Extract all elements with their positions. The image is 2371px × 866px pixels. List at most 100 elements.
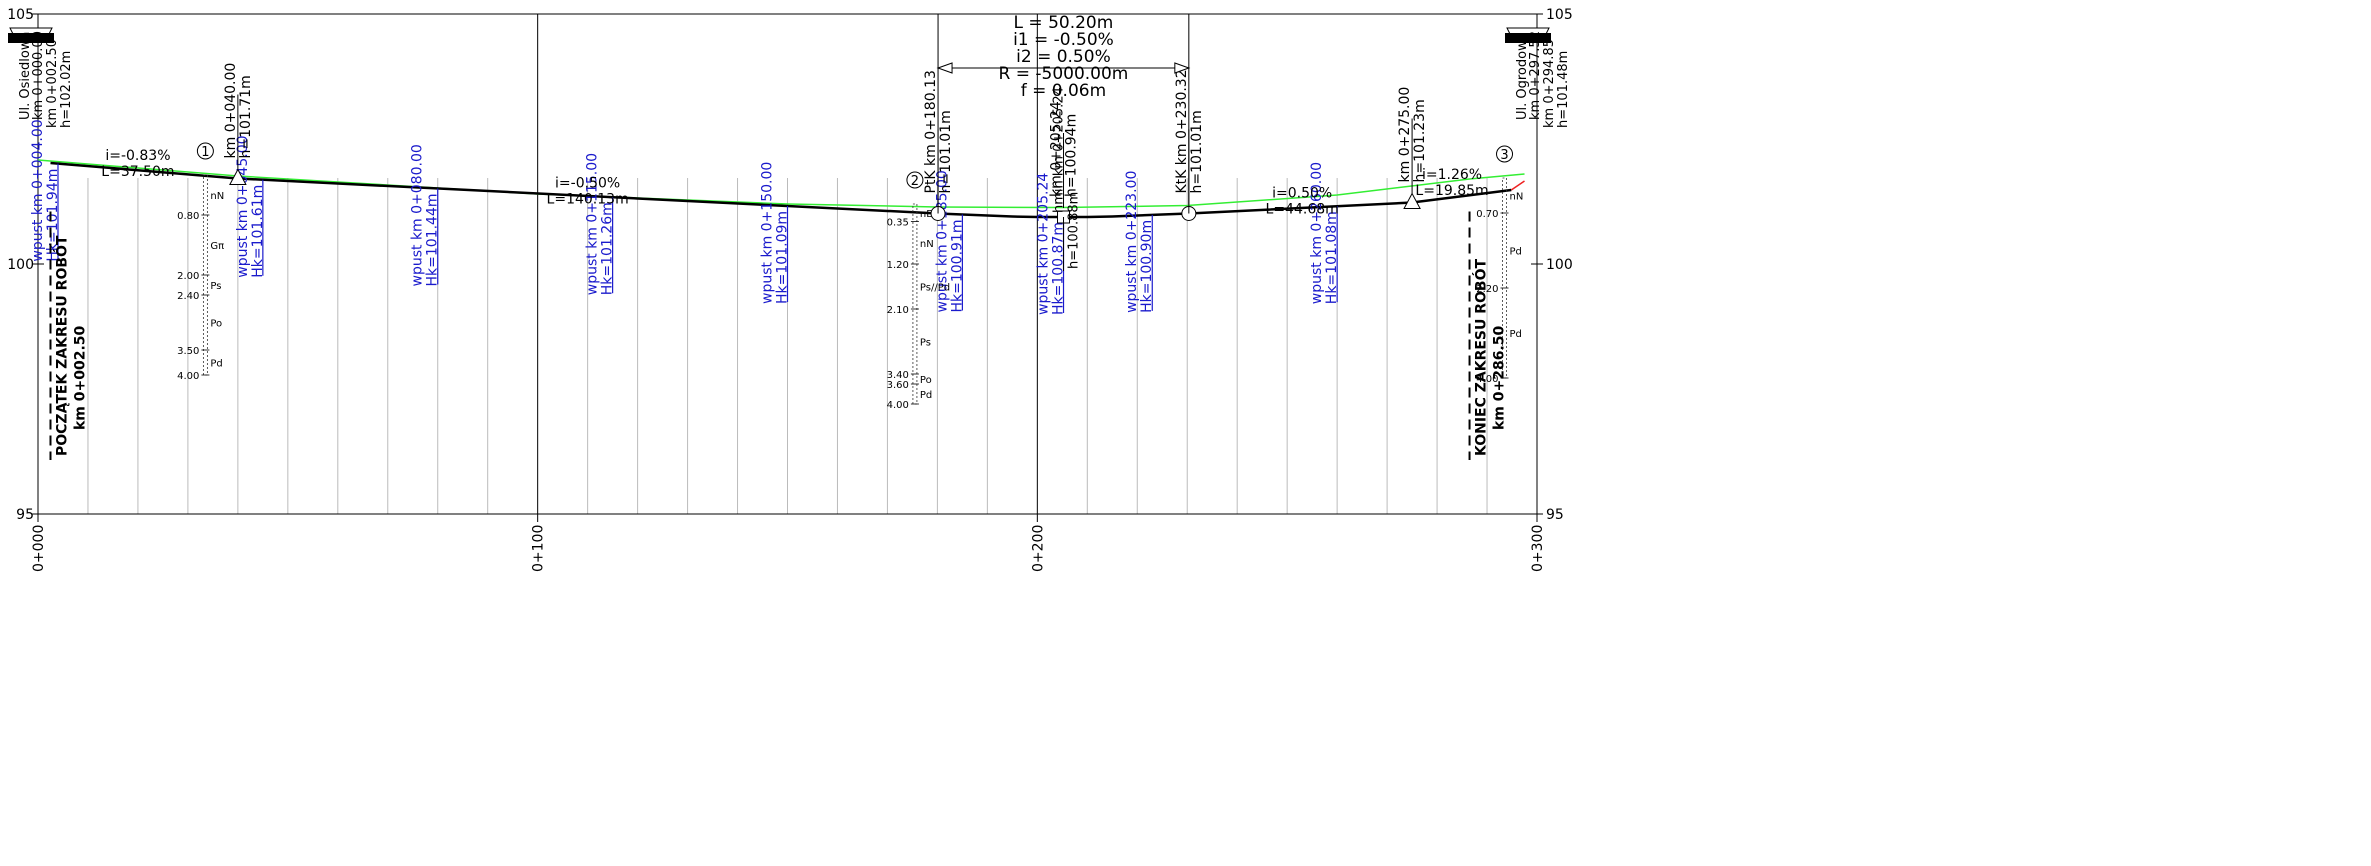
y-tick-label-right: 100 <box>1546 257 1573 273</box>
works-km: km 0+002.50 <box>72 325 88 430</box>
inlet-label: wpust km 0+260.00 <box>1309 162 1325 304</box>
borehole-depth: 3.60 <box>887 380 909 391</box>
borehole-number: 3 <box>1500 148 1508 163</box>
inlet-hk: Hk=101.09m <box>775 211 791 304</box>
inlet-hk: Hk=101.08m <box>1324 211 1340 304</box>
street-name: Ul. Osiedlowa <box>18 32 33 120</box>
inlet-label: wpust km 0+223.00 <box>1124 171 1140 313</box>
hmin-height: h=100.88m <box>1067 192 1082 269</box>
inlet-hk: Hk=101.61m <box>250 185 266 278</box>
borehole-marker <box>1496 145 1514 163</box>
borehole-depth: 2.10 <box>887 305 909 316</box>
borehole-layer-code: Ps//Pd <box>920 283 950 294</box>
y-tick-label-right: 95 <box>1546 507 1564 523</box>
station-label: KtK km 0+230.32 <box>1174 69 1190 193</box>
end-km2: km 0+002.50 <box>45 39 60 128</box>
station-label: km 0+275.00 <box>1397 87 1413 183</box>
borehole-layer-code: nN <box>1510 192 1524 203</box>
grid <box>37 13 1538 515</box>
gradient-value: i=0.50% <box>1272 186 1332 202</box>
borehole-depth: 1.20 <box>887 260 909 271</box>
inlet-label: wpust km 0+205.24 <box>1036 173 1052 315</box>
borehole-number: 1 <box>201 145 209 160</box>
station-label: PtK km 0+180.13 <box>923 70 939 193</box>
survey-marker-base <box>8 33 54 43</box>
borehole-layer-code: Po <box>210 319 222 330</box>
station-height: h=100.94m <box>1064 114 1080 197</box>
inlet-hk: Hk=100.91m <box>949 220 965 313</box>
borehole-depth: 4.00 <box>1476 374 1498 385</box>
borehole-layer-code: nN <box>210 191 224 202</box>
end-height: h=101.48m <box>1556 51 1571 128</box>
y-tick-label-left: 100 <box>7 257 34 273</box>
boreholes: 1 nN 0.80 Gπ 2.00 Ps 2.40 Po 3.50 Pd 4.00 2 nB 0.35 nN… <box>177 142 1524 411</box>
station-height: h=101.01m <box>1189 110 1205 193</box>
borehole-depth: 0.35 <box>887 218 909 229</box>
station-height: h=101.01m <box>938 110 954 193</box>
x-tick-label: 0+200 <box>1030 525 1046 572</box>
borehole-marker <box>196 142 214 160</box>
gradient-value: i=-0.83% <box>105 148 170 164</box>
borehole-depth: 2.40 <box>177 291 199 302</box>
works-km: km 0+286.50 <box>1492 325 1508 430</box>
borehole-layer-code: nB <box>920 209 933 220</box>
borehole-depth: 2.00 <box>177 271 199 282</box>
y-tick-label-right: 105 <box>1546 7 1573 23</box>
gradient-length: L=140.13m <box>547 192 629 208</box>
gradient-value: i=-0.50% <box>555 176 620 192</box>
borehole-layer-code: nN <box>920 239 934 250</box>
borehole-layer-code: Gπ <box>210 241 224 252</box>
y-tick-label-left: 105 <box>7 7 34 23</box>
end-km: km 0+297.52 <box>1528 31 1543 120</box>
borehole-number: 2 <box>911 174 919 189</box>
borehole-marker <box>906 171 924 189</box>
y-tick-label-left: 95 <box>16 507 34 523</box>
curve-parameter: i1 = -0.50% <box>1013 30 1114 50</box>
works-label: KONIEC ZAKRESU ROBÓT <box>1472 258 1490 456</box>
station-height: h=101.71m <box>238 75 254 158</box>
curve-parameter: i2 = 0.50% <box>1016 47 1111 67</box>
inlet-label: wpust km 0+115.00 <box>585 153 601 295</box>
street-name: Ul. Ogrodowa <box>1515 32 1530 120</box>
inlet-hk: Hk=101.94m <box>45 169 61 262</box>
borehole-depth: 4.00 <box>177 371 199 382</box>
inlets: wpust km 0+004.00 Hk=101.94m wpust km 0+04… <box>30 119 1340 315</box>
curve-parameter: R = -5000.00m <box>999 64 1129 84</box>
curve-parameter: L = 50.20m <box>1014 13 1114 33</box>
axes: 0+000 0+100 0+200 0+300 105 105 100 100 95 95 <box>7 7 1572 572</box>
station-label: km 0+205.24 <box>1049 101 1065 197</box>
borehole-layer-code: Pd <box>210 359 222 370</box>
borehole-depth: 2.20 <box>1476 284 1498 295</box>
end-km: km 0+000.00 <box>31 31 46 120</box>
borehole-layer-code: Po <box>920 375 932 386</box>
inlet-label: wpust km 0+150.00 <box>760 162 776 304</box>
station-triangle-icon <box>229 168 247 185</box>
inlet-hk: Hk=100.90m <box>1139 220 1155 313</box>
inlet-hk: Hk=101.26m <box>600 202 616 295</box>
borehole-depth: 4.00 <box>887 400 909 411</box>
works-label: POCZĄTEK ZAKRESU ROBÓT <box>52 235 70 456</box>
hmin-label: hmin km 0+205.24 <box>1052 87 1067 213</box>
inlet-label: wpust km 0+004.00 <box>30 119 46 261</box>
x-tick-label: 0+100 <box>531 525 547 572</box>
borehole-depth: 3.50 <box>177 346 199 357</box>
inlet-hk: Hk=100.87m <box>1051 222 1067 315</box>
gradient-length: L=19.85m <box>1415 183 1488 199</box>
x-tick-label: 0+000 <box>31 525 47 572</box>
profile-points: km 0+040.00 h=101.71m PtK km 0+180.13 h=101… <box>223 63 1428 271</box>
borehole-layer-code: Ps <box>210 281 221 292</box>
survey-marker-base <box>1505 33 1551 43</box>
x-tick-label: 0+300 <box>1530 525 1546 572</box>
borehole-depth: 3.40 <box>887 370 909 381</box>
borehole-layer-code: Pd <box>1510 247 1522 258</box>
borehole-layer-code: Pd <box>1510 329 1522 340</box>
end-height: h=102.02m <box>59 51 74 128</box>
gradient-length: L=37.50m <box>101 164 174 180</box>
gradient-value: i=1.26% <box>1422 167 1482 183</box>
end-km2: km 0+294.85 <box>1542 39 1557 128</box>
borehole-layer-code: Pd <box>920 390 932 401</box>
station-height: h=101.23m <box>1412 99 1428 182</box>
borehole-layer-code: Ps <box>920 338 931 349</box>
